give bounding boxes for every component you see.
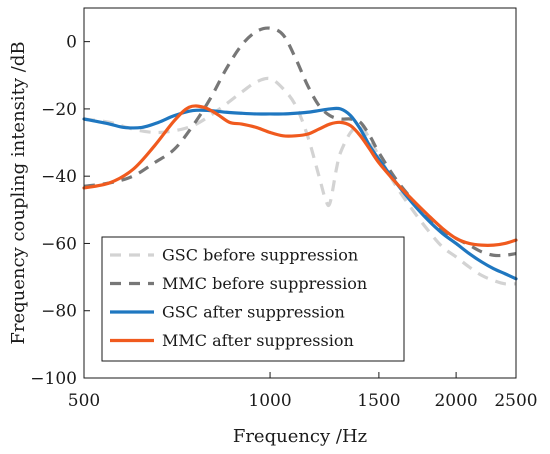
series-line-gsc-before-suppression (83, 76, 517, 286)
legend: GSC before suppression MMC before suppres… (101, 236, 405, 362)
series-line-mmc-after-suppression (82, 104, 518, 247)
legend-label-gsc-before-suppression: GSC before suppression (162, 246, 358, 265)
x-tick-label: 500 (68, 391, 100, 411)
y-tick-label: −60 (41, 234, 77, 254)
y-tick-label: −40 (41, 167, 77, 187)
y-tick-label: −80 (41, 302, 77, 322)
ticks-layer: 500 1000 1500 2000 2500 0 −20 −40 −60 −80 −100 (30, 33, 537, 411)
series-line-mmc-before-suppression (83, 26, 517, 258)
x-axis-title: Frequency /Hz (233, 426, 367, 447)
legend-label-mmc-before-suppression: MMC before suppression (162, 274, 367, 293)
x-tick-label: 1500 (357, 391, 400, 411)
series-layer (82, 26, 518, 286)
x-tick-label: 1000 (248, 391, 291, 411)
y-axis-title: Frequency coupling intensity /dB (8, 41, 29, 344)
x-tick-label: 2000 (434, 391, 477, 411)
y-tick-label: −100 (30, 369, 77, 389)
legend-label-gsc-after-suppression: GSC after suppression (162, 303, 345, 322)
legend-label-mmc-after-suppression: MMC after suppression (162, 331, 354, 350)
plot-frame (83, 7, 517, 379)
y-tick-label: −20 (41, 100, 77, 120)
series-line-gsc-after-suppression (82, 106, 518, 281)
x-tick-label: 2500 (494, 391, 537, 411)
y-tick-label: 0 (66, 33, 77, 53)
